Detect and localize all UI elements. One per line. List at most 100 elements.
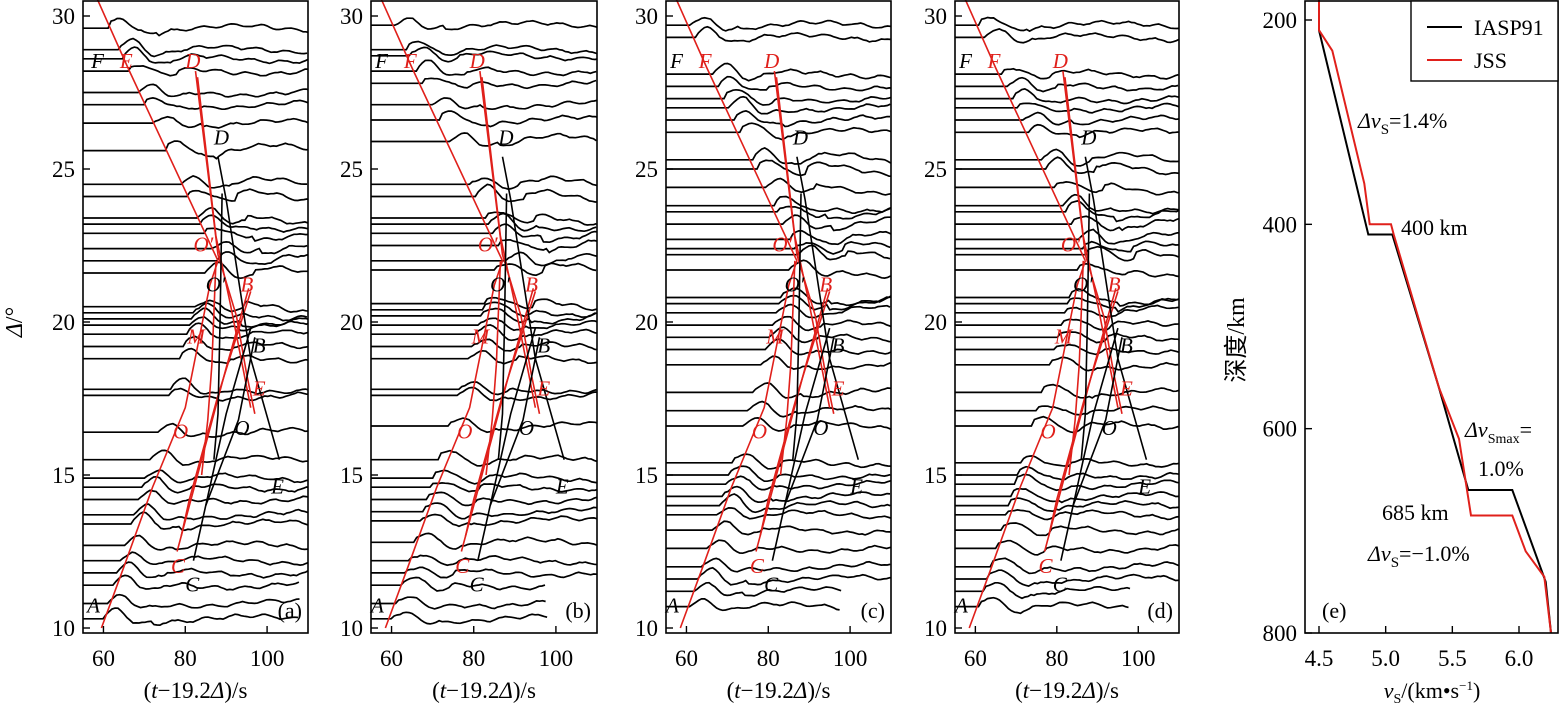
phase-label-red: D — [1052, 49, 1068, 73]
seismogram-trace — [83, 551, 308, 566]
annotation-dvsmax-part: = — [1520, 417, 1532, 442]
seismogram-trace — [666, 177, 891, 196]
y-tick-label: 20 — [340, 310, 363, 335]
x-tick-label: 100 — [1121, 646, 1156, 671]
seismogram-trace — [666, 110, 890, 128]
seismogram-trace — [666, 62, 891, 82]
phase-label-red: M — [186, 324, 206, 348]
phase-label-black: A — [369, 594, 384, 618]
black-traveltime-branch — [1072, 337, 1123, 506]
annotation-dvs-1-4-part: S — [1381, 122, 1389, 138]
y-tick-label: 15 — [52, 463, 75, 488]
y-tick-label: 25 — [340, 157, 363, 182]
phase-label-red: C — [750, 554, 765, 578]
phase-label-red: D — [184, 49, 200, 73]
red-traveltime-branch — [96, 0, 219, 262]
panel-label: (e) — [1322, 598, 1346, 623]
seismogram-trace — [371, 491, 597, 507]
phase-label-black: E — [1137, 474, 1151, 498]
seismogram-trace — [955, 156, 1179, 176]
seismogram-trace — [955, 193, 1179, 215]
panel-label: (c) — [861, 598, 885, 623]
x-tick-label: 60 — [964, 646, 987, 671]
y-tick-label: 20 — [924, 310, 947, 335]
x-axis-label-part: Δ — [1081, 678, 1096, 703]
black-traveltime-branch — [489, 337, 541, 506]
y-tick-label: 10 — [340, 616, 363, 641]
seismogram-trace — [955, 262, 1179, 278]
phase-label-black: D — [1080, 126, 1096, 150]
phase-label-black: B — [832, 334, 845, 358]
seismogram-trace — [371, 596, 546, 610]
seismogram-trace — [955, 27, 1179, 44]
x-tick-label: 80 — [757, 646, 780, 671]
seismogram-trace — [83, 206, 308, 225]
phase-label-red: B — [1108, 272, 1121, 296]
seismogram-trace — [371, 317, 597, 332]
seismogram-trace — [83, 489, 308, 505]
black-traveltime-branch — [1080, 193, 1091, 460]
seismogram-trace — [83, 299, 308, 313]
black-traveltime-branch — [192, 327, 252, 561]
phase-label-red: M — [1054, 324, 1074, 348]
phase-label-black: C — [470, 572, 485, 596]
red-traveltime-branch — [460, 288, 535, 552]
seismogram-trace — [666, 465, 891, 483]
legend-label: JSS — [1474, 48, 1507, 73]
panel-label: (b) — [565, 598, 591, 623]
seismogram-trace — [666, 485, 891, 503]
plot-area — [371, 0, 597, 629]
phase-label-red: D — [763, 49, 779, 73]
seismogram-trace — [371, 301, 597, 318]
phase-label-black: O — [1102, 416, 1117, 440]
y-tick-label: 30 — [635, 4, 658, 29]
phase-label-red: O — [1041, 419, 1056, 443]
seismogram-trace — [83, 46, 308, 65]
phase-label-red: M — [471, 324, 491, 348]
x-axis-label-part: ( — [432, 678, 440, 703]
phase-label-red: E — [831, 376, 845, 400]
red-traveltime-branch — [679, 260, 798, 629]
y-axis-label-unit: /° — [2, 307, 28, 323]
seismogram-trace — [955, 297, 1179, 313]
seismogram-trace — [83, 511, 308, 532]
red-traveltime-branch — [100, 260, 219, 629]
x-tick-label: 80 — [462, 646, 485, 671]
annotation-dvs-1-4: ΔvS=1.4% — [1357, 108, 1447, 138]
seismogram-trace — [371, 46, 597, 63]
y-tick-label: 20 — [635, 310, 658, 335]
phase-label-black: F — [90, 49, 104, 73]
x-axis-label: (t−19.2Δ)/s — [432, 678, 536, 703]
x-axis-label-part: ) — [1473, 678, 1480, 703]
phase-label-red: E — [536, 376, 550, 400]
phase-label-black: F — [374, 49, 388, 73]
x-axis-label-part: S — [1393, 692, 1401, 707]
black-traveltime-branch — [1060, 327, 1119, 561]
seismogram-trace — [83, 227, 308, 242]
red-traveltime-branch — [1047, 291, 1119, 537]
annotation-dvs-minus-1-0-part: Δv — [1367, 541, 1391, 566]
red-traveltime-branch — [464, 291, 537, 537]
x-axis-label: vS/(km•s−1) — [1384, 678, 1481, 707]
seismogram-trace — [955, 102, 1179, 114]
x-tick-label: 60 — [380, 646, 403, 671]
y-tick-label: 15 — [924, 463, 947, 488]
annotation-685km: 685 km — [1382, 500, 1449, 525]
seismogram-trace — [955, 487, 1179, 504]
phase-label-red: B — [819, 272, 832, 296]
x-axis-label-part: −19.2 — [158, 678, 211, 703]
seismogram-trace — [666, 214, 891, 232]
seismogram-trace — [955, 497, 1179, 513]
phase-label-red: C — [455, 554, 470, 578]
seismogram-trace — [955, 522, 1179, 537]
annotation-1-0: 1.0% — [1478, 456, 1524, 481]
phase-label-red: O — [457, 419, 472, 443]
x-axis-label-part: /(km•s — [1401, 678, 1459, 703]
seismogram-trace — [666, 539, 891, 555]
seismogram-trace — [666, 16, 891, 32]
seismogram-trace — [371, 132, 597, 147]
annotation-dvs-minus-1-0-part: S — [1391, 555, 1399, 571]
phase-label-black: B — [537, 334, 550, 358]
phase-label-red: E — [252, 376, 266, 400]
